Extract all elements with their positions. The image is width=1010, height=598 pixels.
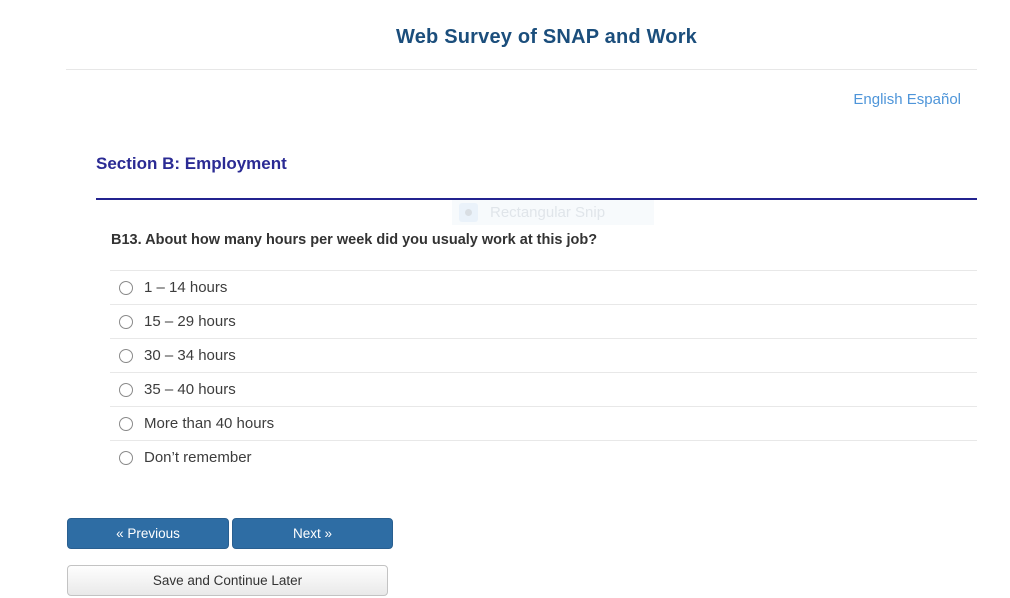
option-label: More than 40 hours bbox=[144, 415, 275, 432]
radio-35-40-hours[interactable] bbox=[119, 382, 133, 397]
radio-1-14-hours[interactable] bbox=[119, 280, 133, 295]
english-link[interactable]: English bbox=[853, 91, 903, 108]
radio-more-than-40-hours[interactable] bbox=[119, 416, 133, 431]
option-row-dont-remember[interactable]: Don’t remember bbox=[110, 440, 977, 474]
espanol-link[interactable]: Español bbox=[906, 91, 961, 108]
language-switcher: English Español bbox=[66, 70, 977, 108]
options-list: 1 – 14 hours 15 – 29 hours 30 – 34 hours… bbox=[110, 270, 977, 474]
radio-15-29-hours[interactable] bbox=[119, 314, 133, 329]
section-title: Section B: Employment bbox=[96, 154, 287, 173]
option-row-15-29-hours[interactable]: 15 – 29 hours bbox=[110, 304, 977, 338]
option-row-more-than-40-hours[interactable]: More than 40 hours bbox=[110, 406, 977, 440]
option-label: 30 – 34 hours bbox=[144, 347, 236, 364]
option-label: 15 – 29 hours bbox=[144, 313, 236, 330]
option-row-1-14-hours[interactable]: 1 – 14 hours bbox=[110, 270, 977, 304]
option-label: 1 – 14 hours bbox=[144, 279, 228, 296]
header: Web Survey of SNAP and Work bbox=[66, 0, 977, 70]
option-row-35-40-hours[interactable]: 35 – 40 hours bbox=[110, 372, 977, 406]
next-button[interactable]: Next » bbox=[232, 518, 393, 549]
navigation-buttons: « Previous Next » bbox=[67, 518, 977, 549]
section-divider bbox=[96, 198, 977, 200]
radio-dont-remember[interactable] bbox=[119, 450, 133, 465]
option-label: 35 – 40 hours bbox=[144, 381, 236, 398]
radio-30-34-hours[interactable] bbox=[119, 348, 133, 363]
question-label: B13. About how many hours per week did y… bbox=[111, 232, 598, 248]
section-block: Section B: Employment B13. About how man… bbox=[96, 154, 977, 474]
page-title: Web Survey of SNAP and Work bbox=[395, 26, 698, 48]
option-row-30-34-hours[interactable]: 30 – 34 hours bbox=[110, 338, 977, 372]
save-and-continue-later-button[interactable]: Save and Continue Later bbox=[67, 565, 388, 596]
previous-button[interactable]: « Previous bbox=[67, 518, 229, 549]
page-container: Web Survey of SNAP and Work English Espa… bbox=[66, 0, 977, 596]
option-label: Don’t remember bbox=[144, 449, 252, 466]
